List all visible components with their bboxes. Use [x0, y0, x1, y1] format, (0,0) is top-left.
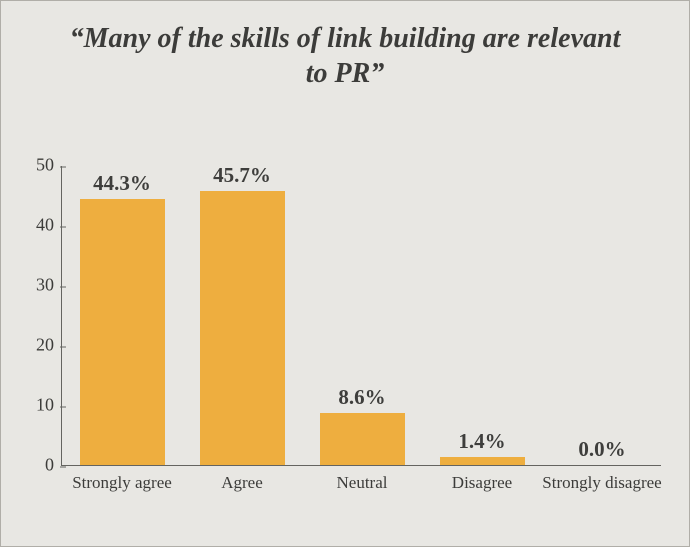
y-tick: 50 — [22, 155, 54, 176]
bar: 44.3% — [80, 199, 165, 465]
x-category-label: Neutral — [337, 473, 388, 493]
bar-value-label: 1.4% — [458, 429, 505, 454]
x-category-label: Agree — [221, 473, 263, 493]
y-tick: 0 — [22, 455, 54, 476]
y-tick: 40 — [22, 215, 54, 236]
y-tick: 20 — [22, 335, 54, 356]
x-category-label: Strongly disagree — [542, 473, 661, 493]
bar: 45.7% — [200, 191, 285, 465]
x-category-label: Disagree — [452, 473, 512, 493]
bar: 1.4% — [440, 457, 525, 465]
bar-value-label: 8.6% — [338, 385, 385, 410]
bar: 8.6% — [320, 413, 405, 465]
y-tick: 30 — [22, 275, 54, 296]
chart-title: “Many of the skills of link building are… — [1, 1, 689, 101]
x-category-label: Strongly agree — [72, 473, 172, 493]
bar-value-label: 44.3% — [93, 171, 151, 196]
bar-value-label: 0.0% — [578, 437, 625, 462]
chart-area: 0102030405044.3%Strongly agree45.7%Agree… — [61, 166, 661, 496]
plot-region: 0102030405044.3%Strongly agree45.7%Agree… — [61, 166, 661, 466]
y-tick: 10 — [22, 395, 54, 416]
bar-value-label: 45.7% — [213, 163, 271, 188]
